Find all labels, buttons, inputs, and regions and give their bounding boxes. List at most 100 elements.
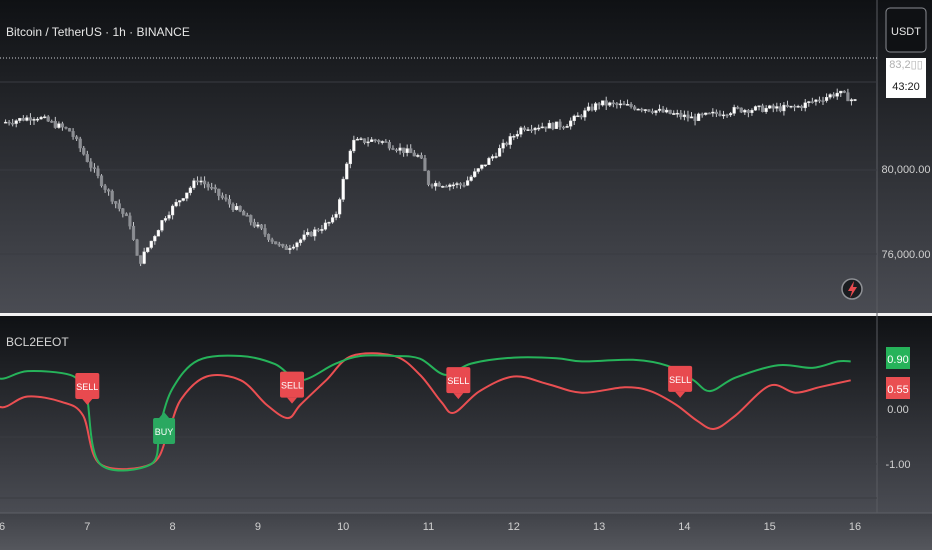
candle-body-5	[21, 118, 25, 121]
candle-body-81	[291, 246, 296, 249]
candle-body-55	[199, 180, 203, 183]
candle-body-184	[657, 108, 662, 111]
candle-body-117	[419, 155, 423, 159]
candle-body-75	[270, 239, 274, 242]
candle-body-85	[306, 232, 310, 235]
candle-body-19	[71, 131, 75, 137]
candle-body-158	[565, 126, 569, 128]
candle-body-102	[366, 141, 370, 144]
candle-body-35	[128, 215, 132, 227]
lightning-icon[interactable]	[841, 278, 863, 300]
candle-body-69	[249, 215, 253, 223]
candle-body-237	[846, 92, 850, 102]
candle-body-72	[259, 224, 264, 229]
candle-body-65	[234, 205, 239, 210]
candle-body-17	[64, 126, 68, 129]
candle-body-30	[110, 191, 114, 202]
candle-body-125	[448, 184, 452, 187]
candle-body-118	[423, 158, 427, 172]
candle-body-14	[53, 121, 57, 128]
candle-body-228	[814, 99, 818, 102]
time-tick-9: 9	[255, 521, 261, 533]
candle-body-6	[25, 117, 29, 121]
candle-body-13	[50, 121, 54, 123]
candle-body-215	[768, 105, 772, 109]
candle-body-10	[39, 117, 43, 120]
candle-body-56	[202, 180, 207, 185]
candle-body-63	[227, 199, 232, 205]
candle-body-37	[135, 239, 139, 256]
signal-label-3: SELL	[447, 376, 469, 386]
candle-body-198	[707, 112, 711, 115]
candle-body-232	[828, 94, 832, 98]
candle-body-43	[156, 230, 160, 237]
sell-signal-3: SELL	[446, 367, 471, 400]
candle-body-38	[139, 255, 143, 264]
candle-body-122	[437, 182, 441, 187]
candle-body-219	[782, 104, 786, 112]
candle-body-160	[572, 115, 576, 122]
indicator-pane-bg	[0, 316, 932, 513]
signal-label-0: SELL	[76, 382, 98, 392]
candle-body-164	[586, 106, 591, 111]
candle-body-226	[807, 101, 811, 103]
candle-body-2	[11, 122, 15, 125]
time-axis-bg[interactable]	[0, 513, 932, 550]
signal-markers: SELL BUY SELL SELL SELL	[75, 365, 693, 444]
candle-body-208	[743, 109, 747, 113]
candle-body-54	[195, 180, 200, 183]
candle-body-165	[590, 106, 594, 111]
candle-body-212	[757, 105, 761, 108]
candle-body-126	[451, 184, 455, 187]
candle-body-181	[647, 109, 651, 112]
candle-body-11	[43, 116, 47, 119]
candle-body-64	[231, 204, 235, 210]
candle-body-151	[540, 126, 544, 129]
candle-body-62	[224, 197, 228, 200]
candle-body-157	[561, 126, 566, 129]
time-tick-15: 15	[764, 521, 776, 533]
candle-body-99	[355, 138, 360, 141]
candle-body-45	[163, 218, 168, 221]
candle-body-221	[789, 105, 793, 108]
candle-body-180	[643, 109, 647, 111]
candle-body-144	[515, 134, 519, 137]
candle-body-120	[430, 184, 434, 187]
time-tick-8: 8	[170, 521, 176, 533]
candle-body-138	[494, 156, 498, 158]
candle-body-109	[391, 148, 395, 150]
currency-button-label: USDT	[891, 26, 921, 38]
pane-separator[interactable]	[0, 313, 932, 316]
candle-body-170	[608, 102, 612, 106]
price-badge-value: 83,2▯▯	[889, 59, 923, 71]
candle-body-148	[529, 129, 534, 131]
candle-body-204	[729, 113, 733, 116]
buy-signal-1: BUY	[153, 412, 176, 444]
signal-label-2: SELL	[281, 381, 303, 391]
candle-body-222	[792, 105, 797, 108]
candle-body-150	[537, 127, 541, 130]
candle-body-139	[497, 148, 502, 157]
candle-body-129	[462, 184, 466, 187]
candle-body-94	[338, 199, 342, 215]
candle-body-178	[636, 108, 640, 111]
signal-label-4: SELL	[669, 375, 691, 385]
currency-button[interactable]: USDT	[885, 7, 927, 53]
candle-body-36	[131, 225, 136, 240]
candle-body-205	[732, 107, 736, 114]
candle-body-130	[465, 180, 470, 186]
candle-body-132	[473, 171, 477, 178]
candle-body-133	[476, 168, 480, 172]
candle-body-41	[149, 240, 153, 248]
candle-body-141	[505, 142, 509, 145]
candle-body-57	[206, 183, 210, 188]
candle-body-227	[810, 101, 814, 103]
indicator-title[interactable]: BCL2EEOT	[6, 335, 69, 349]
symbol-title[interactable]: Bitcoin / TetherUS · 1h · BINANCE	[6, 25, 190, 39]
signal-label-1: BUY	[155, 427, 174, 437]
candle-body-46	[167, 214, 171, 219]
indicator-grid	[0, 436, 877, 499]
candle-body-78	[281, 244, 285, 247]
candle-body-8	[32, 119, 36, 121]
candle-body-74	[266, 234, 271, 240]
